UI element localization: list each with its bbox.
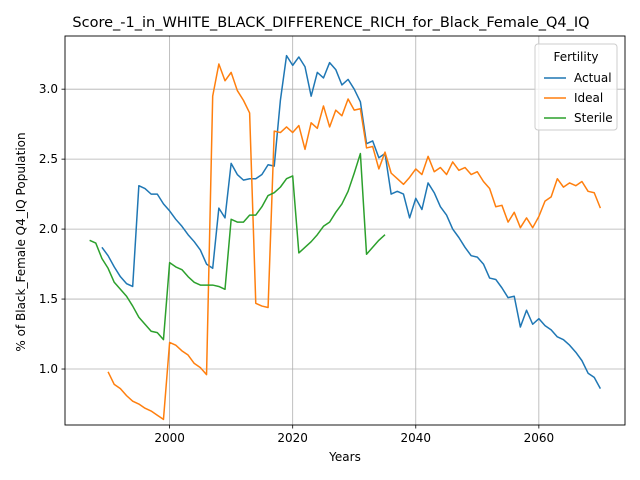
legend: Fertility Actual Ideal Sterile [534,43,618,131]
y-tick-label: 3.0 [39,82,58,96]
x-tick-label: 2060 [524,431,555,445]
x-tick-label: 2020 [277,431,308,445]
legend-box [534,43,618,131]
legend-title: Fertility [553,50,598,64]
legend-label-actual: Actual [574,71,612,85]
plot-frame [64,35,626,426]
y-tick-label: 2.5 [39,152,58,166]
y-tick-label: 1.0 [39,362,58,376]
axis-ticks: 2000 2020 2040 2060 1.0 1.5 2.0 2.5 3.0 [39,82,554,445]
legend-label-sterile: Sterile [574,111,613,125]
legend-label-ideal: Ideal [574,91,603,105]
chart-title: Score_-1_in_WHITE_BLACK_DIFFERENCE_RICH_… [72,15,589,31]
grid-lines [65,36,625,425]
series-line-ideal [107,63,602,421]
x-tick-label: 2040 [400,431,431,445]
y-axis-label: % of Black_Female Q4_IQ Population [14,132,28,351]
y-tick-label: 2.0 [39,222,58,236]
x-axis-label: Years [328,450,361,464]
series-line-sterile [89,152,386,341]
series-line-actual [101,54,602,389]
y-tick-label: 1.5 [39,292,58,306]
series-lines [89,54,602,421]
x-tick-label: 2000 [154,431,185,445]
